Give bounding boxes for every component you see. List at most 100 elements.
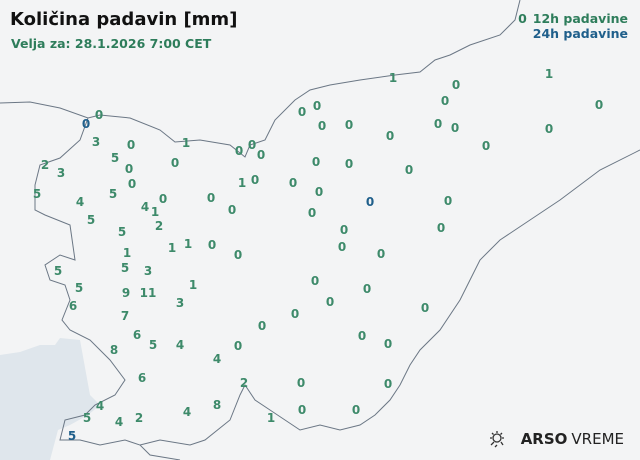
station-value: 0 [126,138,136,152]
station-value: 0 [544,122,554,136]
station-value: 5 [108,187,118,201]
station-value: 5 [120,261,130,275]
station-value: 1 [388,71,398,85]
station-value: 5 [117,225,127,239]
station-value: 0 [310,274,320,288]
station-value: 0 [351,403,361,417]
station-value: 0 [158,192,168,206]
station-value: 0 [440,94,450,108]
station-value: 1 [544,67,554,81]
station-value: 0 [450,121,460,135]
station-value: 1 [150,205,160,219]
station-value: 0 [81,117,91,131]
station-value: 0 [344,157,354,171]
legend-24h: 24h padavine [532,26,628,41]
station-value: 0 [325,295,335,309]
station-value: 5 [53,264,63,278]
station-value: 3 [56,166,66,180]
station-value: 0 [250,173,260,187]
station-value: 0 [420,301,430,315]
station-value: 0 [233,248,243,262]
station-value: 0 [288,176,298,190]
station-value: 5 [110,151,120,165]
station-value: 0 [127,177,137,191]
station-value: 3 [175,296,185,310]
sea [0,338,100,460]
station-value: 0 [124,162,134,176]
station-value: 1 [167,241,177,255]
station-value: 0 [365,195,375,209]
station-value: 1 [237,176,247,190]
station-value: 2 [239,376,249,390]
logo-brand: ARSO [520,430,568,448]
station-value: 2 [134,411,144,425]
station-value: 1 [183,237,193,251]
station-value: 0 [314,185,324,199]
station-value: 1 [266,411,276,425]
station-value: 0 [247,138,257,152]
station-value: 3 [143,264,153,278]
station-value: 5 [74,281,84,295]
map-title: Količina padavin [mm] [10,9,238,30]
station-value: 0 [383,377,393,391]
station-value: 0 [362,282,372,296]
station-value: 0 [594,98,604,112]
weather-sun-rain-icon [489,431,504,448]
station-value: 0 [317,119,327,133]
station-value: 0 [311,155,321,169]
station-value: 0 [312,99,322,113]
station-value: 8 [109,343,119,357]
logo-product: VREME [571,430,624,448]
station-value: 0 [433,117,443,131]
station-value: 5 [86,213,96,227]
station-value: 0 [170,156,180,170]
station-value: 6 [137,371,147,385]
station-value: 0 [357,329,367,343]
valid-time: Velja za: 28.1.2026 7:00 CET [11,36,212,51]
station-value: 6 [68,299,78,313]
station-value: 2 [154,219,164,233]
station-value: 7 [120,309,130,323]
station-value: 0 [256,148,266,162]
station-value: 0 [376,247,386,261]
station-value: 0 [290,307,300,321]
station-value: 4 [182,405,192,419]
station-value: 0 [296,376,306,390]
station-value: 0 [94,108,104,122]
arso-logo: ARSO VREME [487,430,624,448]
legend: 0 12h padavine 24h padavine [518,11,628,41]
station-value: 0 [307,206,317,220]
station-value: 5 [148,338,158,352]
station-value: 0 [344,118,354,132]
station-value: 0 [481,139,491,153]
station-value: 4 [75,195,85,209]
station-value: 9 [121,286,131,300]
station-value: 4 [114,415,124,429]
station-value: 0 [257,319,267,333]
station-value: 0 [339,223,349,237]
station-value: 5 [67,429,77,443]
station-value: 0 [227,203,237,217]
station-value: 5 [32,187,42,201]
station-value: 0 [337,240,347,254]
legend-12h: 12h padavine [532,11,628,26]
station-value: 1 [181,136,191,150]
station-value: 0 [233,339,243,353]
station-value: 0 [206,191,216,205]
station-value: 2 [40,158,50,172]
legend-sample-value: 0 [518,11,527,26]
station-value: 0 [297,403,307,417]
station-value: 3 [91,135,101,149]
station-value: 0 [234,144,244,158]
station-value: 6 [132,328,142,342]
station-value: 0 [297,105,307,119]
station-value: 1 [122,246,132,260]
station-value: 0 [383,337,393,351]
station-value: 8 [212,398,222,412]
station-value: 4 [140,200,150,214]
station-value: 11 [139,286,157,300]
station-value: 4 [212,352,222,366]
station-value: 0 [404,163,414,177]
station-value: 0 [451,78,461,92]
